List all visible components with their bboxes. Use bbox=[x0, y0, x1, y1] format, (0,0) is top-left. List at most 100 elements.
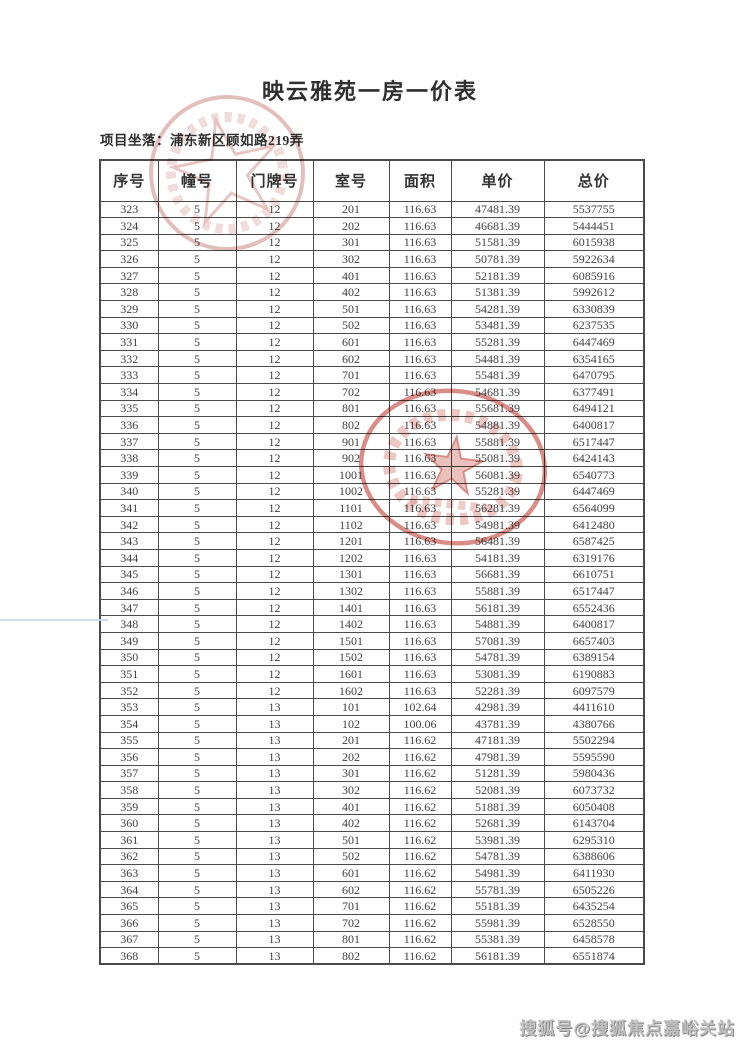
table-cell: 326 bbox=[99, 250, 159, 268]
table-row: 355 5 13 201 116.62 47181.39 5502294 bbox=[99, 731, 645, 750]
table-cell: 46681.39 bbox=[450, 217, 545, 235]
table-cell: 340 bbox=[99, 482, 159, 501]
table-cell: 54781.39 bbox=[450, 648, 545, 667]
table-cell: 6551874 bbox=[543, 947, 645, 965]
table-cell: 365 bbox=[99, 897, 159, 916]
table-cell: 5 bbox=[157, 681, 237, 700]
table-row: 346 5 12 1302 116.63 55881.39 6517447 bbox=[99, 582, 645, 600]
column-header: 面积 bbox=[388, 159, 452, 202]
table-cell: 5 bbox=[157, 897, 237, 916]
table-cell: 6400817 bbox=[543, 416, 645, 434]
table-cell: 338 bbox=[99, 449, 159, 467]
table-cell: 12 bbox=[235, 482, 314, 501]
table-cell: 13 bbox=[235, 714, 314, 733]
table-cell: 342 bbox=[99, 515, 159, 534]
table-cell: 116.63 bbox=[388, 217, 452, 235]
table-cell: 5 bbox=[157, 947, 237, 965]
table-cell: 352 bbox=[99, 681, 159, 700]
table-cell: 6085916 bbox=[543, 266, 645, 285]
table-cell: 6610751 bbox=[543, 565, 645, 584]
table-cell: 116.63 bbox=[388, 399, 452, 418]
table-cell: 402 bbox=[312, 283, 390, 302]
table-cell: 55881.39 bbox=[450, 582, 545, 600]
table-cell: 116.63 bbox=[388, 565, 452, 584]
table-cell: 56081.39 bbox=[450, 466, 545, 484]
table-cell: 100.06 bbox=[388, 714, 452, 733]
table-cell: 5 bbox=[157, 200, 237, 219]
table-cell: 5 bbox=[157, 399, 237, 418]
table-cell: 116.63 bbox=[388, 316, 452, 335]
project-location: 项目坐落：浦东新区顾如路219弄 bbox=[100, 133, 304, 148]
table-cell: 325 bbox=[99, 233, 159, 252]
table-row: 362 5 13 502 116.62 54781.39 6388606 bbox=[99, 847, 645, 866]
table-cell: 13 bbox=[235, 880, 314, 899]
table-cell: 335 bbox=[99, 399, 159, 418]
table-cell: 116.63 bbox=[388, 631, 452, 650]
table-row: 347 5 12 1401 116.63 56181.39 6552436 bbox=[99, 598, 645, 617]
table-cell: 13 bbox=[235, 814, 314, 833]
table-cell: 6447469 bbox=[543, 482, 645, 501]
table-cell: 359 bbox=[99, 797, 159, 816]
table-row: 348 5 12 1402 116.63 54881.39 6400817 bbox=[99, 615, 645, 633]
table-cell: 1102 bbox=[312, 515, 390, 534]
table-cell: 5 bbox=[157, 764, 237, 783]
table-cell: 55781.39 bbox=[450, 880, 545, 899]
table-cell: 1202 bbox=[312, 548, 390, 567]
table-cell: 116.63 bbox=[388, 665, 452, 683]
table-cell: 54181.39 bbox=[450, 548, 545, 567]
table-cell: 5 bbox=[157, 698, 237, 716]
table-cell: 343 bbox=[99, 532, 159, 550]
table-row: 340 5 12 1002 116.63 55281.39 6447469 bbox=[99, 482, 645, 501]
table-cell: 116.63 bbox=[388, 333, 452, 351]
table-cell: 5444451 bbox=[543, 217, 645, 235]
table-cell: 1101 bbox=[312, 499, 390, 517]
table-cell: 202 bbox=[312, 748, 390, 766]
table-cell: 116.63 bbox=[388, 499, 452, 517]
table-cell: 13 bbox=[235, 897, 314, 916]
table-cell: 202 bbox=[312, 217, 390, 235]
table-cell: 52281.39 bbox=[450, 681, 545, 700]
table-row: 328 5 12 402 116.63 51381.39 5992612 bbox=[99, 283, 645, 302]
table-cell: 54781.39 bbox=[450, 847, 545, 866]
table-cell: 1501 bbox=[312, 631, 390, 650]
table-cell: 5 bbox=[157, 714, 237, 733]
table-cell: 702 bbox=[312, 383, 390, 401]
table-cell: 6190883 bbox=[543, 665, 645, 683]
table-row: 325 5 12 301 116.63 51581.39 6015938 bbox=[99, 233, 645, 252]
table-row: 337 5 12 901 116.63 55881.39 6517447 bbox=[99, 432, 645, 451]
table-row: 363 5 13 601 116.62 54981.39 6411930 bbox=[99, 864, 645, 882]
table-cell: 801 bbox=[312, 930, 390, 949]
table-cell: 349 bbox=[99, 631, 159, 650]
table-cell: 6073732 bbox=[543, 781, 645, 799]
table-cell: 12 bbox=[235, 283, 314, 302]
table-cell: 116.63 bbox=[388, 515, 452, 534]
table-cell: 801 bbox=[312, 399, 390, 418]
table-cell: 56681.39 bbox=[450, 565, 545, 584]
table-cell: 802 bbox=[312, 947, 390, 965]
table-cell: 50781.39 bbox=[450, 250, 545, 268]
table-row: 323 5 12 201 116.63 47481.39 5537755 bbox=[99, 200, 645, 219]
table-cell: 5992612 bbox=[543, 283, 645, 302]
table-row: 329 5 12 501 116.63 54281.39 6330839 bbox=[99, 300, 645, 318]
table-cell: 328 bbox=[99, 283, 159, 302]
table-row: 342 5 12 1102 116.63 54981.39 6412480 bbox=[99, 515, 645, 534]
table-cell: 201 bbox=[312, 731, 390, 750]
table-cell: 1001 bbox=[312, 466, 390, 484]
table-cell: 201 bbox=[312, 200, 390, 219]
table-cell: 12 bbox=[235, 333, 314, 351]
table-cell: 301 bbox=[312, 233, 390, 252]
table-cell: 5 bbox=[157, 300, 237, 318]
table-cell: 12 bbox=[235, 548, 314, 567]
table-cell: 601 bbox=[312, 864, 390, 882]
table-row: 354 5 13 102 100.06 43781.39 4380766 bbox=[99, 714, 645, 733]
column-header: 室号 bbox=[312, 159, 390, 202]
table-cell: 13 bbox=[235, 831, 314, 849]
table-cell: 5 bbox=[157, 565, 237, 584]
table-row: 365 5 13 701 116.62 55181.39 6435254 bbox=[99, 897, 645, 916]
table-cell: 12 bbox=[235, 499, 314, 517]
table-cell: 357 bbox=[99, 764, 159, 783]
table-cell: 6517447 bbox=[543, 582, 645, 600]
table-cell: 502 bbox=[312, 847, 390, 866]
table-cell: 116.62 bbox=[388, 914, 452, 932]
